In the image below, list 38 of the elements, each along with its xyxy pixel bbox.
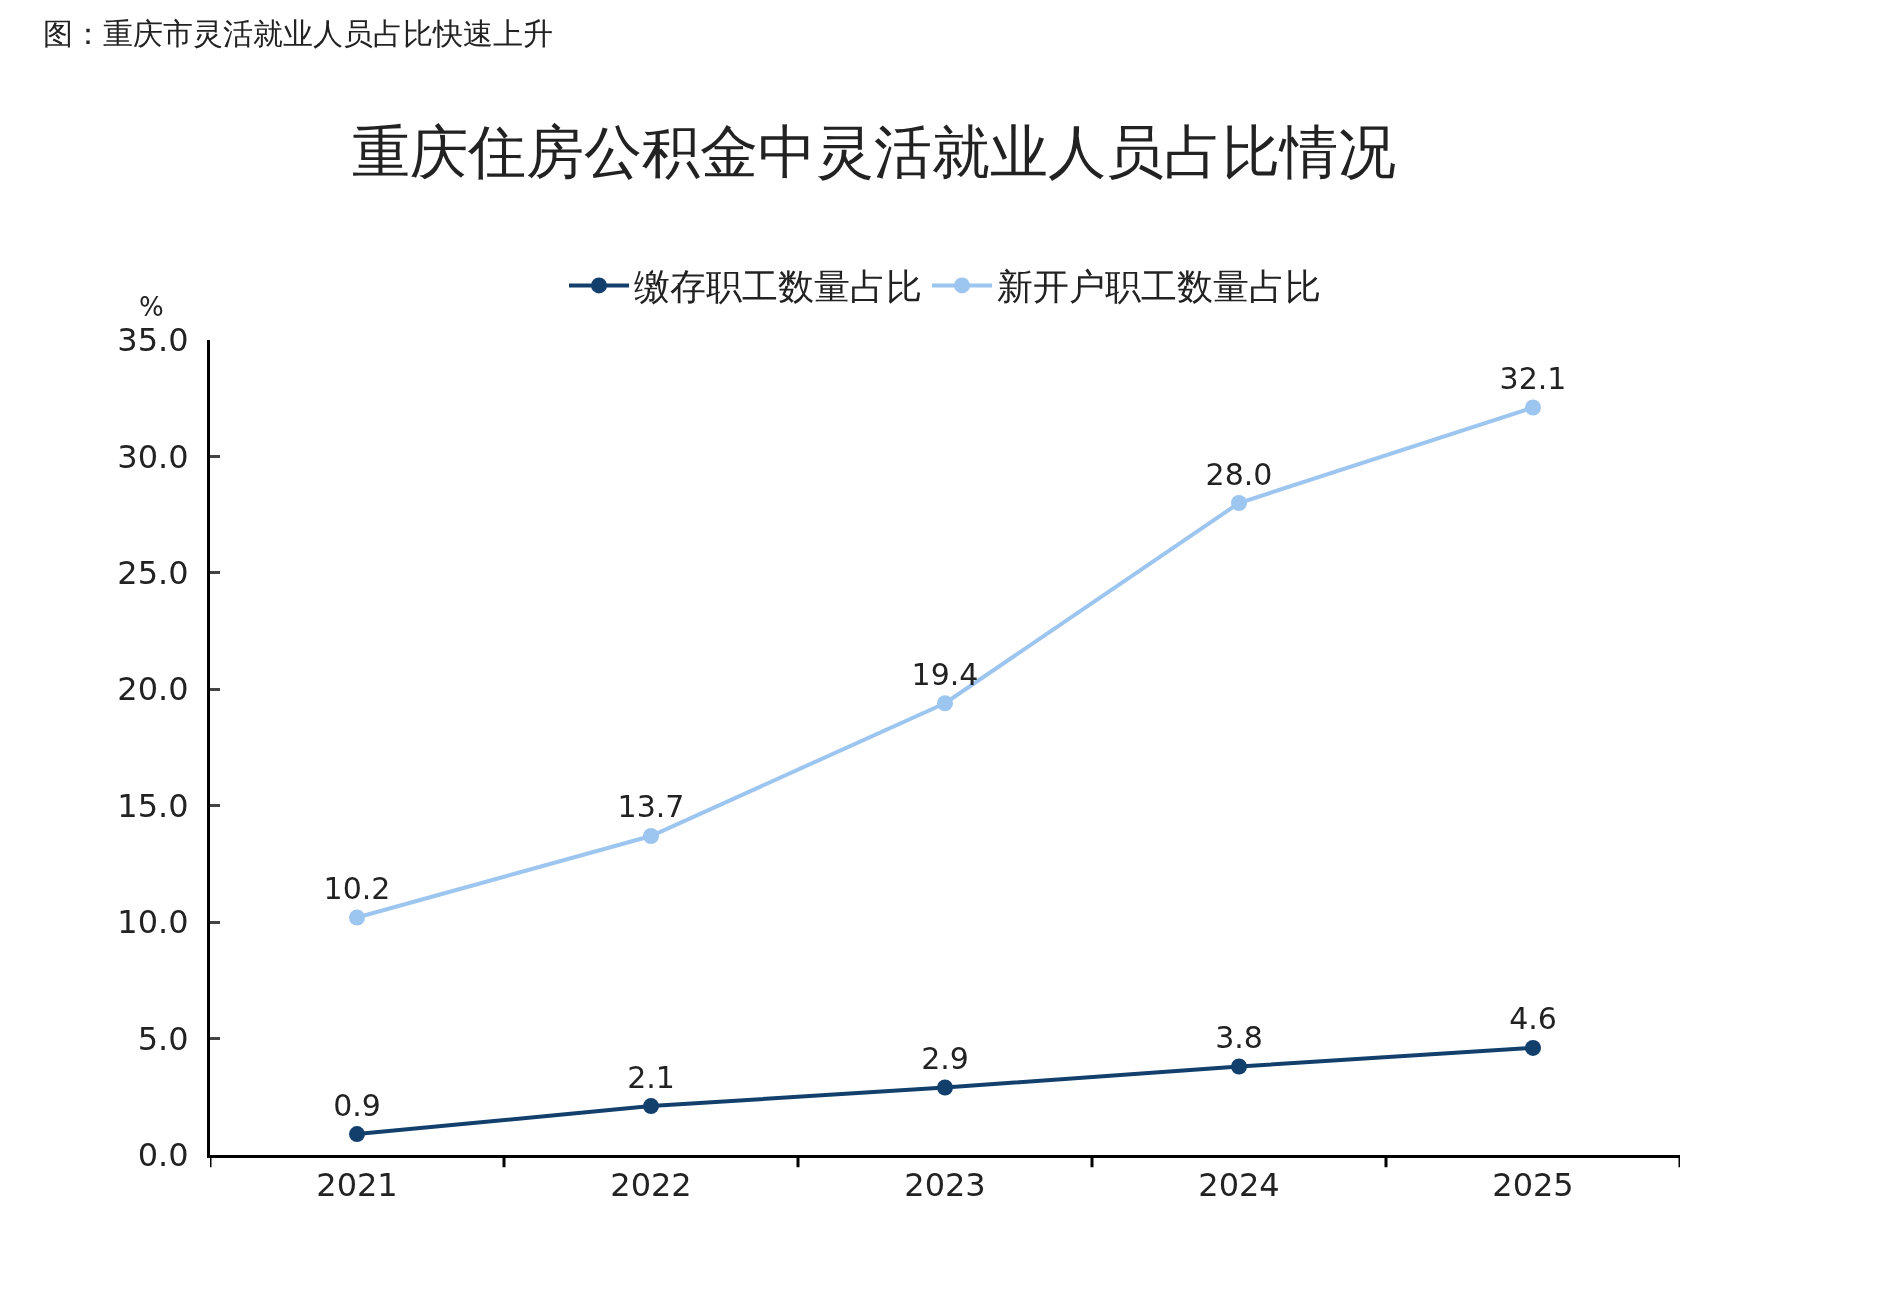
point <box>349 909 365 926</box>
y-tick-label: 20.0 <box>117 670 189 709</box>
data-label: 0.9 <box>333 1087 381 1123</box>
chart-subtitle: 图：重庆市灵活就业人员占比快速上升 <box>43 16 553 51</box>
x-tick-label: 2023 <box>904 1166 986 1205</box>
point <box>937 695 953 712</box>
x-tick-label: 2022 <box>610 1166 692 1205</box>
point <box>1525 399 1541 416</box>
data-label: 32.1 <box>1499 361 1567 397</box>
chart-title: 重庆住房公积金中灵活就业人员占比情况 <box>352 118 1396 187</box>
point <box>643 1098 659 1115</box>
point <box>1231 495 1247 511</box>
x-tick-label: 2025 <box>1492 1166 1574 1205</box>
x-tick-label: 2024 <box>1198 1166 1280 1205</box>
data-label: 2.1 <box>627 1059 675 1095</box>
point <box>1525 1039 1541 1056</box>
point <box>1231 1058 1247 1075</box>
y-tick-label: 10.0 <box>117 903 189 942</box>
data-label: 10.2 <box>323 870 391 906</box>
y-tick-label: 15.0 <box>117 786 189 825</box>
point <box>349 1126 365 1143</box>
legend-label: 新开户职工数量占比 <box>997 266 1321 308</box>
y-tick-label: 25.0 <box>117 554 189 593</box>
y-tick-label: 30.0 <box>117 437 189 476</box>
y-tick-label: 35.0 <box>117 321 189 360</box>
data-label: 28.0 <box>1205 456 1273 492</box>
y-axis-title: % <box>139 292 164 322</box>
data-label: 19.4 <box>911 656 979 692</box>
data-label: 13.7 <box>617 789 685 825</box>
data-label: 3.8 <box>1215 1020 1263 1056</box>
data-label: 2.9 <box>921 1040 969 1076</box>
y-tick-label: 0.0 <box>137 1136 189 1175</box>
x-tick-label: 2021 <box>316 1166 398 1205</box>
point <box>643 827 659 844</box>
point <box>937 1079 953 1096</box>
y-tick-label: 5.0 <box>137 1019 189 1058</box>
data-label: 4.6 <box>1509 1001 1557 1037</box>
legend-label: 缴存职工数量占比 <box>634 266 922 308</box>
